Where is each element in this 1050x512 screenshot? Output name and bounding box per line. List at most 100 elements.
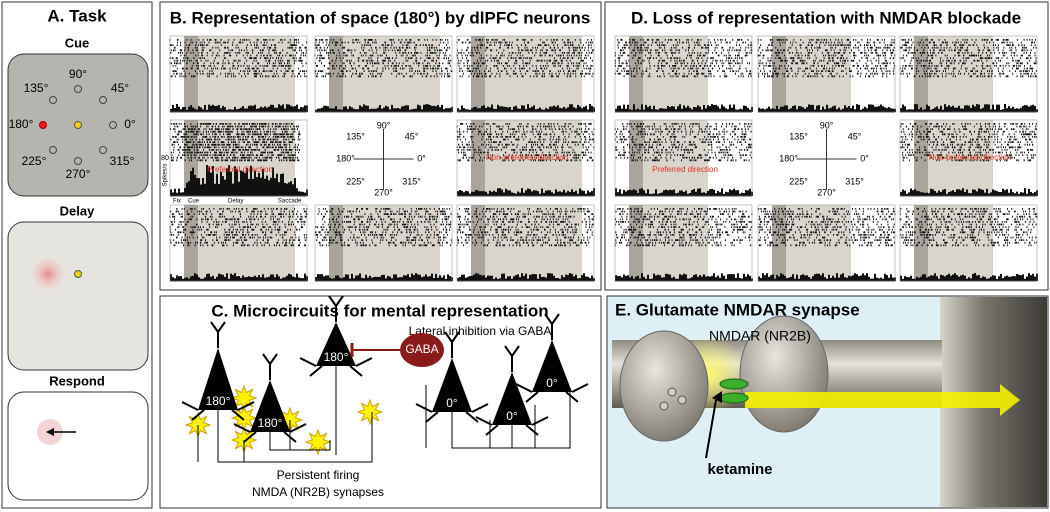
delay-shade: [198, 36, 295, 112]
raster: [899, 123, 1037, 162]
delay-shade: [485, 36, 582, 112]
presynaptic-bouton: [619, 330, 709, 442]
task-label: Cue: [65, 35, 90, 50]
y-axis-label: Spikes/s: [163, 164, 169, 187]
cue-shade: [329, 36, 343, 112]
delay-shade: [643, 205, 708, 281]
direction-label: 90°: [69, 67, 87, 81]
target: [99, 146, 107, 154]
raster-grid: Preferred direction 80 Spikes/s Fix Cue Delay…: [161, 35, 1038, 282]
raster: [456, 123, 595, 162]
raster-frame: [456, 204, 595, 282]
ketamine-block: [712, 391, 722, 403]
raster: [315, 208, 453, 247]
cue-shade: [914, 205, 928, 281]
caption: Persistent firing: [277, 468, 360, 482]
raster: [614, 39, 753, 78]
neuron-body: [432, 358, 472, 412]
y-max-label: 80: [161, 155, 169, 162]
direction-label: 180°: [9, 117, 34, 131]
histogram: [170, 165, 308, 196]
nmdar: [719, 378, 749, 390]
synapse-burst: [230, 404, 258, 432]
dendrite: [233, 353, 307, 443]
direction-label: 270°: [817, 187, 836, 197]
histogram: [457, 273, 595, 281]
direction-label: 180°: [779, 153, 798, 163]
direction-label: 45°: [111, 81, 129, 95]
direction-label: 225°: [346, 176, 365, 186]
raster-frame: [899, 204, 1038, 282]
raster: [456, 208, 595, 247]
direction-label: 45°: [405, 131, 419, 141]
axon-loop: [197, 366, 373, 463]
direction-label: 315°: [110, 154, 135, 168]
target: [49, 96, 57, 104]
histogram: [758, 104, 896, 112]
direction-label: 135°: [789, 131, 808, 141]
raster: [169, 208, 308, 247]
raster-frame: [314, 204, 453, 282]
panel-title: A. Task: [47, 6, 107, 25]
neuron-body: [316, 322, 356, 366]
raster: [899, 39, 1038, 78]
panel-title: D. Loss of representation with NMDAR blo…: [631, 8, 1021, 27]
panel-title: E. Glutamate NMDAR synapse: [615, 300, 860, 319]
condition-label: Non-preferred direction: [929, 153, 1011, 162]
cue-targets: 90° 135° 45° 180° 0° 225° 315° 270°: [9, 67, 136, 181]
direction-label: 180°: [336, 153, 355, 163]
cell-label: 180°: [324, 350, 349, 364]
fixation: [74, 270, 82, 278]
histogram: [615, 104, 753, 112]
direction-label: 225°: [22, 154, 47, 168]
dendrite: [475, 345, 549, 436]
cue-shade: [184, 36, 198, 112]
target: [109, 121, 117, 129]
raster-frame: [614, 119, 753, 197]
cell-label: 0°: [446, 396, 458, 410]
neuron-body: [198, 348, 238, 410]
raster: [757, 39, 896, 78]
condition-label: Non-preferred direction: [486, 153, 568, 162]
cue-shade: [914, 36, 928, 112]
memory-trace: [32, 258, 64, 290]
raster-frame: [899, 119, 1038, 197]
target: [74, 157, 82, 165]
raster: [314, 39, 453, 78]
direction-label: 90°: [377, 120, 391, 130]
panel-c-frame: [159, 295, 602, 509]
gaba-cell: [400, 333, 444, 367]
direction-label: 270°: [66, 167, 91, 181]
delay-shade: [786, 205, 851, 281]
raster-frame: [314, 35, 453, 113]
delay-shade: [786, 36, 851, 112]
delay-screen: [7, 221, 149, 371]
dendrite: [515, 313, 589, 403]
epoch-label: Saccade: [278, 199, 302, 205]
direction-label: 0°: [124, 117, 136, 131]
cue-shade: [629, 36, 643, 112]
gaba-label: GABA: [405, 342, 438, 356]
neuron-body: [532, 340, 572, 392]
histogram: [615, 273, 753, 281]
direction-label: 315°: [845, 176, 864, 186]
histogram: [170, 273, 308, 281]
histogram: [900, 188, 1038, 196]
panel-title: B. Representation of space (180°) by dlP…: [170, 8, 591, 27]
delay-shade: [485, 205, 582, 281]
raster: [456, 39, 594, 78]
epoch-label: Delay: [228, 199, 243, 205]
raster: [170, 123, 301, 162]
delay-shade: [485, 120, 582, 196]
direction-label: 90°: [820, 120, 834, 130]
histogram: [900, 273, 1038, 281]
direction-label: 0°: [860, 153, 869, 163]
target: [49, 146, 57, 154]
cell-label: 180°: [258, 416, 283, 430]
raster-frame: [169, 35, 308, 113]
neuron-body: [250, 380, 290, 432]
raster: [899, 208, 1038, 247]
caption: NMDA (NR2B) synapses: [252, 485, 384, 499]
fixation: [74, 121, 82, 129]
panel-b-frame: [159, 1, 602, 291]
